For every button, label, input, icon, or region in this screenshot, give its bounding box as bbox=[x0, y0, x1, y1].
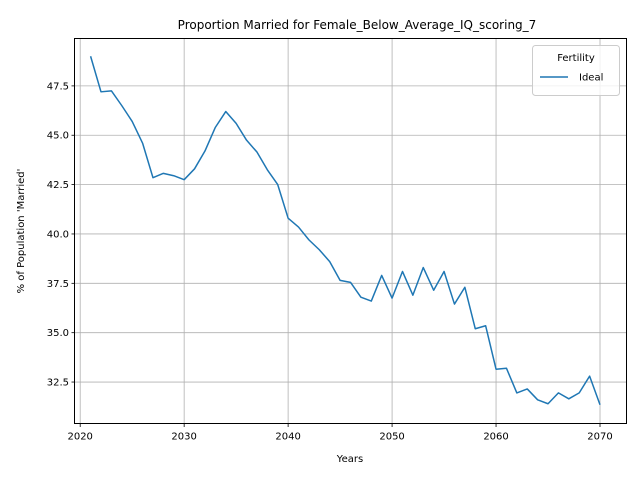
legend-frame bbox=[532, 45, 620, 96]
series-line-ideal bbox=[89, 56, 601, 405]
grid bbox=[75, 38, 626, 424]
x-axis: 2020 2030 2040 2050 2060 2070 bbox=[67, 423, 613, 443]
y-tick-label: 37.5 bbox=[47, 279, 69, 290]
y-tick-label: 35.0 bbox=[47, 328, 69, 339]
y-axis-label: % of Population 'Married' bbox=[16, 169, 27, 294]
y-tick-label: 45.0 bbox=[47, 131, 69, 142]
series-layer bbox=[89, 56, 601, 405]
legend-label: Ideal bbox=[579, 73, 603, 84]
chart-title: Proportion Married for Female_Below_Aver… bbox=[178, 18, 537, 32]
x-tick-label: 2030 bbox=[171, 432, 196, 443]
legend-title: Fertility bbox=[557, 53, 595, 64]
y-tick-label: 32.5 bbox=[47, 378, 69, 389]
x-tick-label: 2060 bbox=[483, 432, 508, 443]
x-tick-label: 2020 bbox=[67, 432, 92, 443]
y-tick-label: 42.5 bbox=[47, 180, 69, 191]
y-axis: 32.5 35.0 37.5 40.0 42.5 45.0 47.5 bbox=[47, 81, 75, 389]
x-tick-label: 2050 bbox=[379, 432, 404, 443]
x-tick-label: 2070 bbox=[587, 432, 612, 443]
plot-area-frame bbox=[74, 38, 627, 424]
x-axis-label: Years bbox=[336, 454, 363, 465]
x-tick-label: 2040 bbox=[275, 432, 300, 443]
legend[interactable]: Fertility Ideal bbox=[532, 45, 620, 96]
y-tick-label: 40.0 bbox=[47, 229, 69, 240]
y-tick-label: 47.5 bbox=[47, 81, 69, 92]
